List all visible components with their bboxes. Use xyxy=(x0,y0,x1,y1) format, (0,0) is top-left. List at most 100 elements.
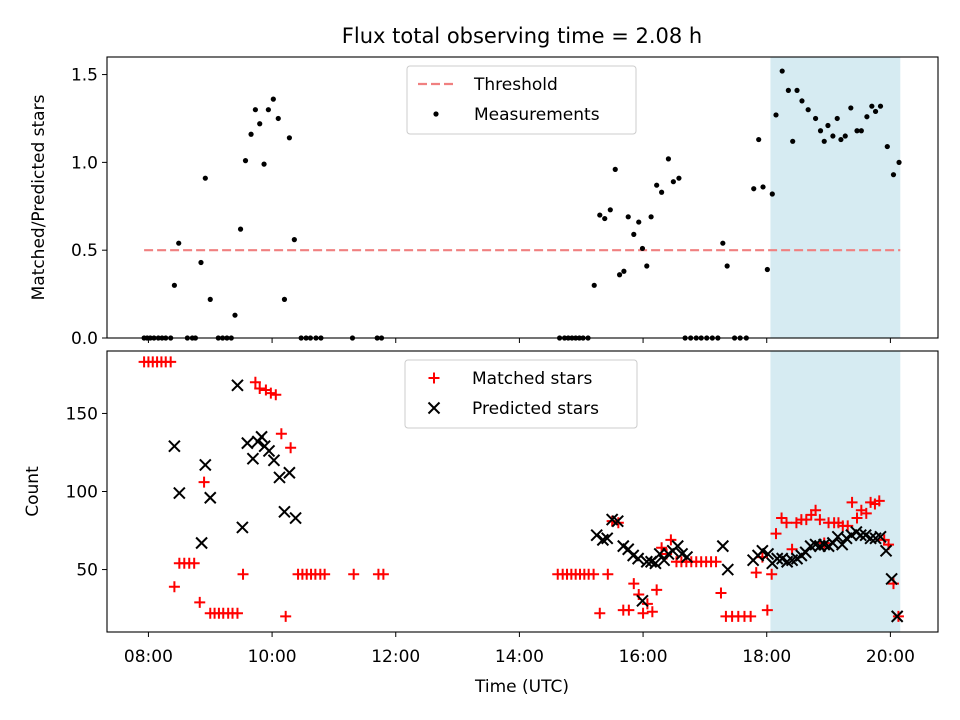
matched-point xyxy=(766,568,778,580)
measurement-point xyxy=(764,266,770,273)
predicted-point xyxy=(283,466,296,479)
y-tick-label: 0.0 xyxy=(71,329,98,349)
measurement-point xyxy=(597,212,603,218)
predicted-point xyxy=(596,533,610,547)
measurement-point xyxy=(848,105,854,111)
measurement-point xyxy=(825,122,831,129)
matched-point xyxy=(319,568,331,580)
measurement-point xyxy=(281,296,288,302)
measurement-point xyxy=(812,115,819,122)
matched-point xyxy=(761,604,773,616)
matched-point xyxy=(231,607,243,619)
predicted-point xyxy=(761,547,775,561)
measurement-point xyxy=(869,103,875,109)
measurement-point xyxy=(794,87,800,93)
matched-point xyxy=(165,356,177,368)
measurement-point xyxy=(171,282,177,288)
x-tick-label: 18:00 xyxy=(742,647,791,667)
measurement-point xyxy=(670,179,676,185)
matched-point xyxy=(280,610,292,622)
predicted-point xyxy=(631,552,645,565)
measurement-point xyxy=(756,136,762,143)
x-tick-label: 16:00 xyxy=(619,647,668,667)
matched-point xyxy=(776,512,788,524)
matched-point xyxy=(194,596,206,608)
matched-point xyxy=(270,389,282,401)
predicted-point xyxy=(236,521,249,534)
matched-point xyxy=(265,387,277,399)
y-axis-label: Matched/Predicted stars xyxy=(29,94,49,300)
measurement-point xyxy=(232,312,238,318)
measurement-point xyxy=(858,128,864,134)
predicted-point xyxy=(273,471,286,484)
measurement-point xyxy=(854,128,860,134)
matched-point xyxy=(348,568,360,580)
matched-point xyxy=(665,534,677,546)
measurement-point xyxy=(884,143,890,150)
measurement-point xyxy=(821,138,827,144)
predicted-point xyxy=(195,536,208,550)
matched-point xyxy=(588,568,600,580)
matched-point xyxy=(254,382,266,394)
legend-predicted-swatch xyxy=(427,401,441,415)
predicted-point xyxy=(671,539,684,553)
predicted-point xyxy=(864,532,877,545)
matched-point xyxy=(377,568,389,580)
legend-label: Predicted stars xyxy=(472,399,599,419)
y-tick-label: 1.5 xyxy=(71,66,98,86)
legend: Threshold Measurements xyxy=(406,65,637,135)
matched-point xyxy=(637,607,649,619)
matched-point xyxy=(285,442,297,454)
matched-point xyxy=(873,495,885,507)
y-tick-label: 100 xyxy=(66,483,98,503)
predicted-point xyxy=(835,538,849,551)
predicted-point xyxy=(231,379,244,392)
legend-label: Measurements xyxy=(474,105,600,125)
measurement-point xyxy=(890,172,897,178)
measurement-point xyxy=(631,231,637,237)
predicted-point xyxy=(879,544,893,558)
predicted-point xyxy=(278,505,291,519)
predicted-point xyxy=(173,486,186,500)
predicted-point xyxy=(885,572,898,586)
ratio-panel: 0.0 0.5 1.0 1.5 Matched/Predicted stars Thres… xyxy=(29,56,939,349)
predicted-point xyxy=(771,552,784,565)
predicted-point xyxy=(890,610,904,623)
measurement-point xyxy=(676,175,682,181)
predicted-point xyxy=(289,511,302,525)
matched-point xyxy=(602,568,614,580)
legend: Matched stars Predicted stars xyxy=(404,359,638,429)
matched-point xyxy=(851,512,863,524)
y-axis-label: Count xyxy=(23,466,43,517)
legend-measurement-swatch xyxy=(433,111,439,117)
matched-point xyxy=(842,520,854,532)
measurement-point xyxy=(286,135,292,141)
measurement-point xyxy=(864,114,870,120)
measurement-point xyxy=(817,128,824,134)
predicted-point xyxy=(680,550,694,564)
measurement-point xyxy=(242,158,249,164)
predicted-point xyxy=(241,436,254,450)
matched-point xyxy=(623,604,635,616)
matched-point xyxy=(715,587,727,599)
measurement-point xyxy=(616,272,623,278)
measurement-point xyxy=(644,263,650,269)
predicted-point xyxy=(204,491,217,504)
measurement-point xyxy=(760,184,766,190)
predicted-point xyxy=(611,514,624,528)
predicted-point xyxy=(854,529,867,542)
measurement-point xyxy=(202,175,208,181)
measurement-point xyxy=(834,115,840,122)
measurement-point xyxy=(275,115,281,122)
predicted-point xyxy=(874,530,887,543)
measurement-point xyxy=(785,87,791,93)
measurement-point xyxy=(724,263,730,269)
measurement-point xyxy=(838,136,844,143)
x-tick-label: 10:00 xyxy=(248,647,297,667)
measurement-point xyxy=(799,98,805,104)
predicted-point xyxy=(168,440,181,453)
y-tick-label: 150 xyxy=(66,404,98,424)
measurement-point xyxy=(270,96,276,102)
axes-frame xyxy=(106,56,939,339)
